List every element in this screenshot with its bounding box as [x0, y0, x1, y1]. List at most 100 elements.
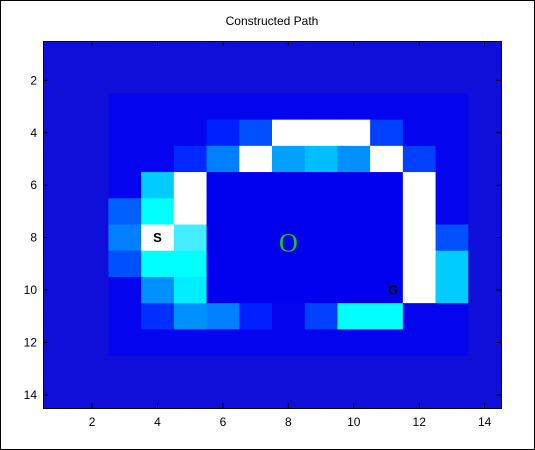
heatmap-cell-r13-c3: [108, 355, 142, 383]
heatmap-cell-r8-c10: [337, 224, 371, 252]
heatmap-cell-r13-c10: [337, 355, 371, 383]
heatmap-cell-r7-c9: [304, 198, 338, 225]
heatmap-cell-r6-c1: [43, 172, 77, 199]
y-tick-label-14: 14: [24, 388, 38, 402]
heatmap-cell-r7-c4: [141, 198, 175, 225]
heatmap-cell-r7-c1: [43, 198, 77, 225]
heatmap-cell-r9-c2: [75, 250, 109, 278]
heatmap-cell-r7-c11: [370, 198, 404, 225]
heatmap-cell-r11-c7: [239, 303, 273, 330]
heatmap-cell-r7-c14: [468, 198, 502, 225]
heatmap-cell-r12-c14: [468, 329, 502, 356]
heatmap-cell-r8-c11: [370, 224, 404, 252]
heatmap-cell-r11-c5: [173, 303, 207, 330]
heatmap-cell-r4-c4: [141, 119, 175, 147]
heatmap-cell-r12-c4: [141, 329, 175, 356]
heatmap-cell-r3-c14: [468, 93, 502, 121]
heatmap-cell-r6-c7: [239, 172, 273, 199]
heatmap-cell-r3-c2: [75, 93, 109, 121]
heatmap-cell-r2-c12: [402, 67, 436, 94]
heatmap-cell-r7-c7: [239, 198, 273, 225]
heatmap-cell-r8-c13: [435, 224, 469, 252]
heatmap-cell-r3-c11: [370, 93, 404, 121]
heatmap-cell-r10-c12: [402, 276, 436, 304]
heatmap-cell-r13-c2: [75, 355, 109, 383]
x-tick-label-10: 10: [347, 415, 361, 429]
heatmap-cell-r3-c1: [43, 93, 77, 121]
heatmap-cell-r3-c4: [141, 93, 175, 121]
heatmap-cell-r3-c3: [108, 93, 142, 121]
heatmap-cell-r7-c6: [206, 198, 240, 225]
heatmap-cell-r13-c9: [304, 355, 338, 383]
heatmap-cell-r12-c2: [75, 329, 109, 356]
heatmap-cell-r10-c6: [206, 276, 240, 304]
heatmap-cell-r1-c5: [173, 41, 207, 68]
x-tick-label-2: 2: [89, 415, 96, 429]
heatmap-cell-r12-c5: [173, 329, 207, 356]
heatmap-cell-r8-c1: [43, 224, 77, 252]
heatmap-cell-r14-c7: [239, 381, 273, 409]
heatmap-cell-r7-c12: [402, 198, 436, 225]
heatmap-cell-r7-c5: [173, 198, 207, 225]
heatmap-cell-r9-c5: [173, 250, 207, 278]
heatmap-cell-r1-c7: [239, 41, 273, 68]
heatmap-cell-r11-c9: [304, 303, 338, 330]
heatmap-cell-r8-c9: [304, 224, 338, 252]
heatmap-cell-r6-c10: [337, 172, 371, 199]
heatmap-cell-r10-c4: [141, 276, 175, 304]
heatmap-cell-r14-c11: [370, 381, 404, 409]
heatmap-cell-r1-c11: [370, 41, 404, 68]
heatmap-cell-r1-c3: [108, 41, 142, 68]
heatmap-cell-r2-c6: [206, 67, 240, 94]
heatmap-cell-r5-c10: [337, 145, 371, 173]
heatmap-cell-r9-c7: [239, 250, 273, 278]
heatmap-cell-r5-c9: [304, 145, 338, 173]
heatmap-cell-r3-c7: [239, 93, 273, 121]
heatmap-cell-r2-c1: [43, 67, 77, 94]
heatmap-cell-r5-c8: [272, 145, 306, 173]
heatmap-cell-r7-c8: [272, 198, 306, 225]
heatmap-cell-r6-c12: [402, 172, 436, 199]
heatmap-cell-r2-c8: [272, 67, 306, 94]
heatmap-cell-r7-c13: [435, 198, 469, 225]
heatmap-cell-r9-c8: [272, 250, 306, 278]
heatmap-cell-r4-c12: [402, 119, 436, 147]
heatmap-cell-r6-c3: [108, 172, 142, 199]
heatmap-cell-r6-c6: [206, 172, 240, 199]
y-tick-label-10: 10: [24, 283, 38, 297]
heatmap-cell-r2-c10: [337, 67, 371, 94]
heatmap-cell-r3-c8: [272, 93, 306, 121]
heatmap-cell-r12-c7: [239, 329, 273, 356]
x-tick-label-6: 6: [220, 415, 227, 429]
heatmap-cell-r5-c6: [206, 145, 240, 173]
heatmap-cell-r2-c7: [239, 67, 273, 94]
x-tick-label-4: 4: [154, 415, 161, 429]
heatmap-cell-r13-c14: [468, 355, 502, 383]
heatmap-cell-r5-c7: [239, 145, 273, 173]
heatmap-cell-r3-c13: [435, 93, 469, 121]
heatmap-cell-r12-c10: [337, 329, 371, 356]
heatmap-cell-r9-c4: [141, 250, 175, 278]
heatmap-cell-r9-c9: [304, 250, 338, 278]
heatmap-cell-r4-c3: [108, 119, 142, 147]
heatmap-cell-r10-c14: [468, 276, 502, 304]
heatmap-cell-r3-c9: [304, 93, 338, 121]
heatmap-cell-r8-c3: [108, 224, 142, 252]
heatmap-cell-r11-c6: [206, 303, 240, 330]
y-tick-label-8: 8: [30, 231, 37, 245]
heatmap-cell-r5-c4: [141, 145, 175, 173]
heatmap-cell-r5-c1: [43, 145, 77, 173]
heatmap-cell-r2-c3: [108, 67, 142, 94]
heatmap-cell-r4-c9: [304, 119, 338, 147]
y-axis-ticks: 2 4 6 8 10 12 14: [24, 73, 501, 402]
heatmap-cell-r8-c14: [468, 224, 502, 252]
heatmap-cell-r5-c5: [173, 145, 207, 173]
heatmap-cell-r14-c13: [435, 381, 469, 409]
heatmap-cell-r12-c8: [272, 329, 306, 356]
heatmap-cell-r9-c6: [206, 250, 240, 278]
heatmap-cell-r13-c5: [173, 355, 207, 383]
heatmap-cell-r12-c13: [435, 329, 469, 356]
heatmap-cell-r6-c8: [272, 172, 306, 199]
heatmap-cell-r10-c13: [435, 276, 469, 304]
